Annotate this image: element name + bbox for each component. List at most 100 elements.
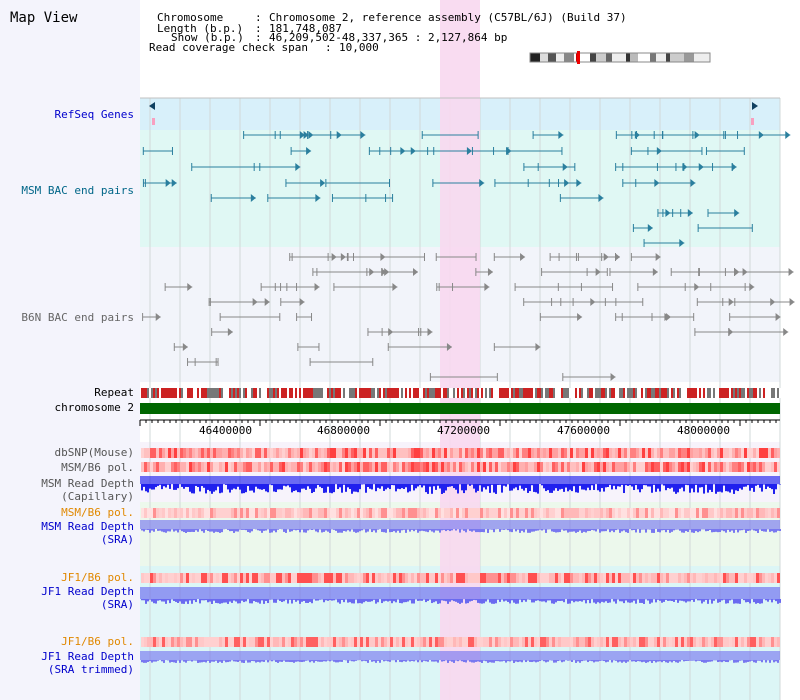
repeat-segment — [437, 388, 439, 398]
heat-cell — [174, 637, 177, 647]
track-label-msm-bac[interactable]: MSM BAC end pairs — [21, 184, 134, 197]
depth-bar — [695, 484, 697, 485]
depth-bar — [491, 484, 493, 485]
heat-cell — [237, 508, 240, 518]
depth-bar — [375, 660, 377, 663]
heat-cell — [615, 462, 618, 472]
depth-bar — [763, 484, 765, 485]
depth-bar — [289, 599, 291, 600]
depth-bar — [425, 529, 427, 532]
depth-bar — [603, 484, 605, 492]
depth-bar — [301, 599, 303, 602]
heat-cell — [543, 508, 546, 518]
heat-cell — [606, 508, 609, 518]
depth-bar — [683, 599, 685, 602]
repeat-segment — [631, 388, 633, 398]
heat-cell — [249, 573, 252, 583]
heat-cell — [342, 462, 345, 472]
heat-cell — [621, 462, 624, 472]
heat-cell — [624, 573, 627, 583]
heat-cell — [417, 637, 420, 647]
depth-bar — [515, 529, 517, 532]
repeat-segment — [717, 388, 719, 398]
depth-bar — [563, 529, 565, 531]
repeat-segment — [603, 388, 605, 398]
repeat-segment — [627, 388, 629, 398]
heat-cell — [219, 637, 222, 647]
depth-bar — [279, 599, 281, 601]
depth-bar — [473, 529, 475, 531]
heat-cell — [606, 573, 609, 583]
heat-cell — [639, 448, 642, 458]
depth-bar — [353, 529, 355, 532]
depth-bar — [711, 660, 713, 662]
heat-cell — [192, 637, 195, 647]
depth-bar — [311, 529, 313, 530]
depth-bar — [371, 484, 373, 490]
depth-bar — [273, 599, 275, 603]
depth-bar — [621, 660, 623, 663]
depth-bar — [229, 484, 231, 493]
heat-cell — [531, 462, 534, 472]
heat-cell — [210, 508, 213, 518]
heat-cell — [645, 637, 648, 647]
depth-bar — [577, 529, 579, 532]
heat-cell — [735, 508, 738, 518]
heat-cell — [600, 462, 603, 472]
heat-cell — [162, 508, 165, 518]
heat-cell — [429, 573, 432, 583]
repeat-segment — [271, 388, 273, 398]
depth-bar — [533, 484, 535, 492]
depth-bar — [725, 529, 727, 533]
depth-bar — [267, 660, 269, 663]
depth-bar — [157, 484, 159, 486]
repeat-segment — [701, 388, 703, 398]
depth-bar — [457, 660, 459, 662]
depth-bar — [297, 484, 299, 493]
depth-bar — [421, 660, 423, 663]
show-value: 46,209,502-48,337,365 : 2,127,864 bp — [269, 31, 508, 44]
heat-cell — [609, 637, 612, 647]
depth-bar — [703, 660, 705, 663]
depth-bar — [527, 484, 529, 493]
repeat-segment — [375, 388, 377, 398]
depth-bar — [325, 529, 327, 531]
depth-bar — [567, 484, 569, 492]
depth-bar — [371, 599, 373, 602]
depth-bar — [669, 484, 671, 489]
heat-cell — [270, 462, 273, 472]
heat-cell — [621, 573, 624, 583]
heat-cell — [534, 637, 537, 647]
depth-bar — [347, 599, 349, 603]
heat-cell — [675, 508, 678, 518]
heat-cell — [402, 573, 405, 583]
track-label-b6n-bac[interactable]: B6N BAC end pairs — [21, 311, 134, 324]
depth-bar — [183, 599, 185, 604]
depth-bar — [141, 660, 143, 663]
repeat-segment — [269, 388, 271, 398]
depth-bar — [521, 599, 523, 603]
heat-cell — [510, 448, 513, 458]
depth-bar — [181, 484, 183, 487]
bac-pair-arrow — [785, 131, 791, 139]
heat-cell — [525, 448, 528, 458]
depth-bar — [209, 599, 211, 602]
repeat-segment — [683, 388, 685, 398]
depth-bar — [649, 599, 651, 604]
heat-cell — [270, 637, 273, 647]
depth-bar — [185, 529, 187, 533]
track-label-refseq[interactable]: RefSeq Genes — [54, 108, 134, 121]
heat-cell — [705, 448, 708, 458]
repeat-segment — [697, 388, 699, 398]
depth-bar — [477, 529, 479, 533]
depth-bar — [143, 660, 145, 663]
repeat-segment — [151, 388, 153, 398]
heat-cell — [750, 573, 753, 583]
depth-bar — [605, 599, 607, 602]
heat-cell — [390, 637, 393, 647]
repeat-segment — [655, 388, 657, 398]
heat-cell — [588, 448, 591, 458]
depth-bar — [753, 599, 755, 603]
heat-cell — [216, 508, 219, 518]
depth-bar — [581, 484, 583, 490]
